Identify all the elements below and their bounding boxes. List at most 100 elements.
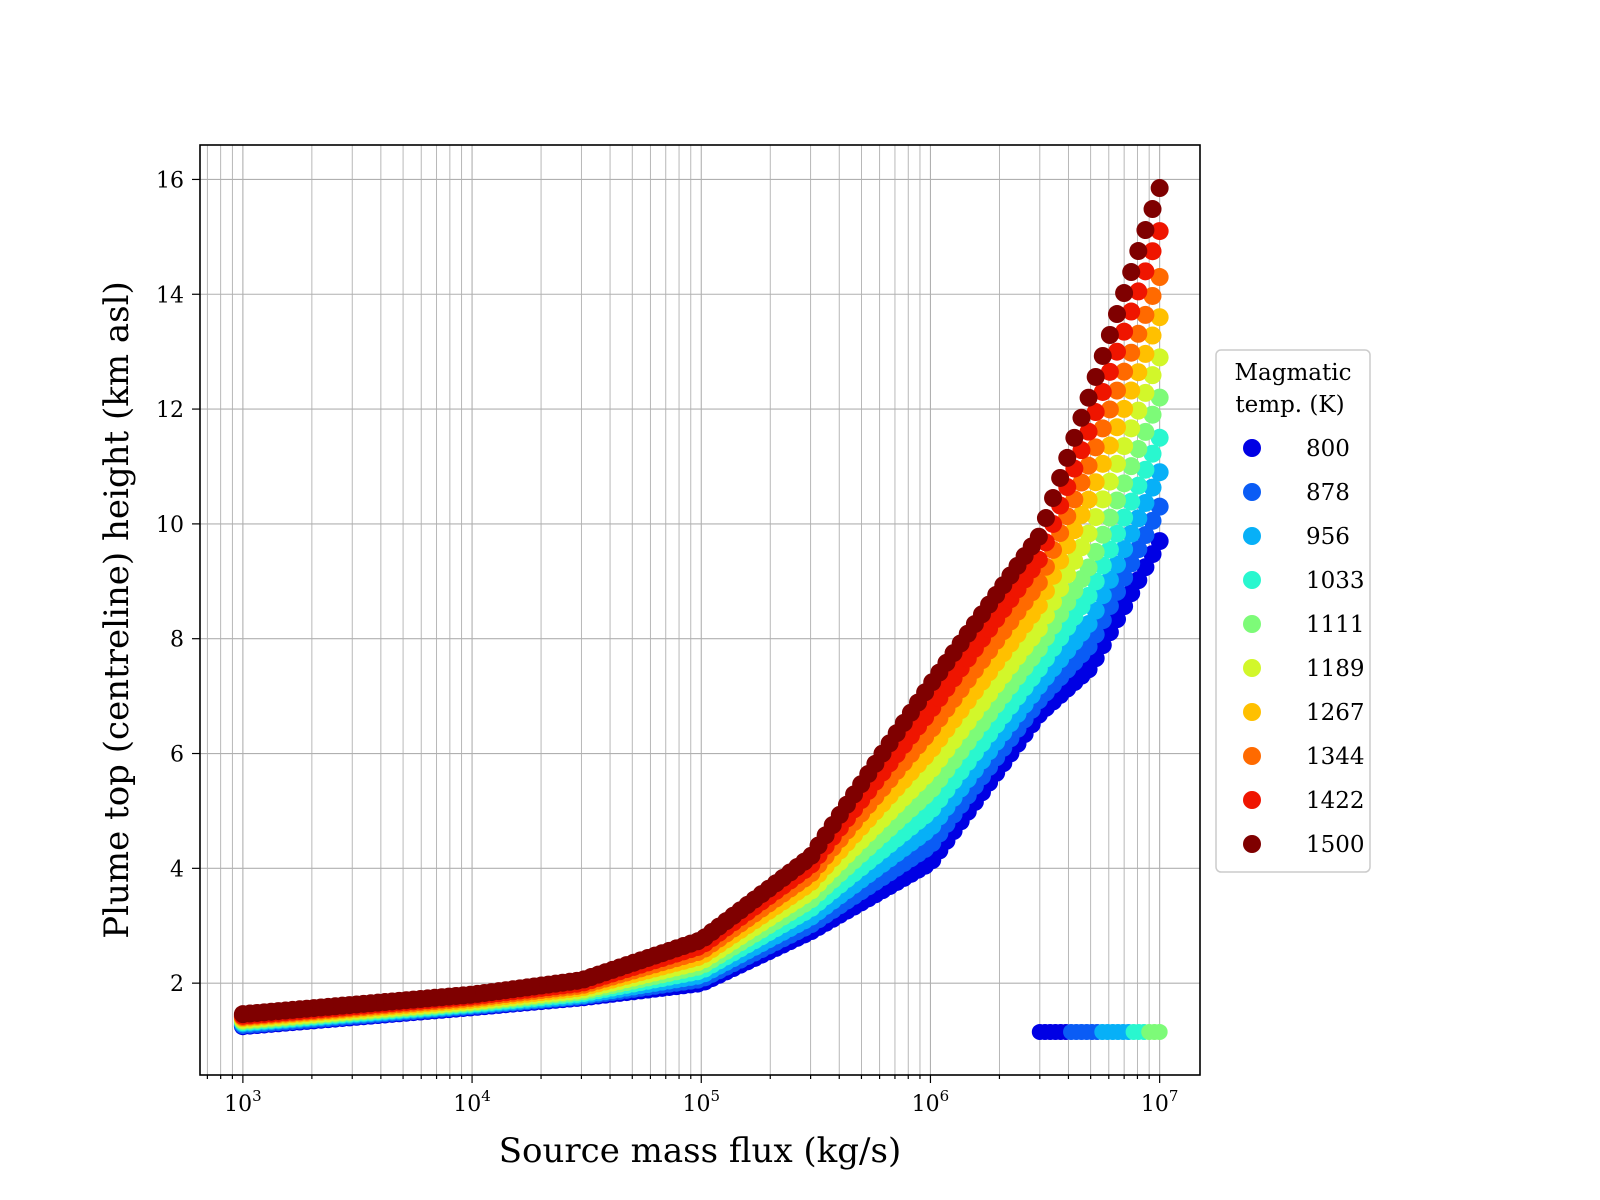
legend-title-line1: Magmatic xyxy=(1235,360,1352,386)
data-point xyxy=(1100,400,1119,419)
data-point xyxy=(1079,388,1098,407)
y-tick-label: 10 xyxy=(156,513,184,538)
data-point xyxy=(1108,305,1127,324)
legend-label: 1500 xyxy=(1306,832,1365,858)
data-point xyxy=(1122,419,1141,438)
data-point xyxy=(1136,422,1155,441)
data-point xyxy=(1079,524,1098,543)
data-point xyxy=(1086,473,1105,492)
data-point xyxy=(1058,448,1077,467)
data-point xyxy=(1150,388,1169,407)
legend: Magmatic temp. (K) 800 878 956 1033 1111 1189… xyxy=(1215,349,1371,873)
data-point xyxy=(1108,555,1127,574)
data-point xyxy=(1108,491,1127,510)
data-point xyxy=(1150,348,1169,367)
data-point xyxy=(1072,505,1091,524)
legend-box xyxy=(1215,349,1371,873)
data-point xyxy=(1129,401,1148,420)
legend-entries: 800 878 956 1033 1111 1189 1267 1344 1422 1500 xyxy=(1243,436,1365,858)
scatter-points xyxy=(233,179,1169,1040)
data-point xyxy=(1086,367,1105,386)
data-point xyxy=(1122,343,1141,362)
data-point xyxy=(1122,381,1141,400)
x-tick-label: 107 xyxy=(1141,1087,1179,1117)
data-point xyxy=(1044,489,1063,508)
legend-label: 1344 xyxy=(1306,744,1365,770)
data-point xyxy=(1115,437,1134,456)
data-point xyxy=(1143,326,1162,345)
data-point xyxy=(1143,286,1162,305)
legend-label: 800 xyxy=(1306,436,1350,462)
data-point xyxy=(1150,179,1169,198)
data-point xyxy=(1093,586,1112,605)
series-1500 xyxy=(233,179,1169,1024)
data-point xyxy=(1079,586,1098,605)
legend-marker xyxy=(1243,659,1261,677)
data-point xyxy=(1136,305,1155,324)
data-point xyxy=(1108,524,1127,543)
data-point xyxy=(1029,550,1048,569)
data-point xyxy=(1122,492,1141,511)
legend-label: 1189 xyxy=(1306,656,1365,682)
data-point xyxy=(1150,497,1169,516)
data-point xyxy=(1093,454,1112,473)
data-point xyxy=(1136,493,1155,512)
data-point xyxy=(1093,419,1112,438)
data-point xyxy=(1100,436,1119,455)
data-point xyxy=(1129,363,1148,382)
data-point xyxy=(1029,596,1048,615)
legend-marker xyxy=(1243,483,1261,501)
legend-title-line2: temp. (K) xyxy=(1235,392,1344,418)
legend-marker xyxy=(1243,747,1261,765)
data-point xyxy=(1079,490,1098,509)
legend-marker xyxy=(1243,615,1261,633)
legend-marker xyxy=(1243,835,1261,853)
data-point xyxy=(1086,403,1105,422)
data-point xyxy=(1079,456,1098,475)
data-point xyxy=(1065,551,1084,570)
data-point xyxy=(1079,615,1098,634)
y-tick-label: 12 xyxy=(156,398,184,423)
data-point xyxy=(1093,490,1112,509)
data-point xyxy=(1150,268,1169,287)
x-tick-label: 105 xyxy=(682,1087,720,1117)
data-point xyxy=(1150,308,1169,327)
legend-marker xyxy=(1243,439,1261,457)
data-point xyxy=(1115,399,1134,418)
x-tick-label: 106 xyxy=(912,1087,950,1117)
data-point xyxy=(1079,558,1098,577)
legend-label: 1033 xyxy=(1306,568,1365,594)
data-point xyxy=(1058,565,1077,584)
data-point xyxy=(1079,422,1098,441)
data-point xyxy=(1136,344,1155,363)
data-point xyxy=(1100,508,1119,527)
plot-frame xyxy=(199,144,1201,1076)
data-point xyxy=(1108,418,1127,437)
data-point xyxy=(1143,511,1162,530)
data-point xyxy=(1129,242,1148,261)
data-point xyxy=(1100,326,1119,345)
legend-label: 878 xyxy=(1306,480,1350,506)
data-point xyxy=(1143,444,1162,463)
data-point xyxy=(1115,284,1134,303)
data-point xyxy=(1122,457,1141,476)
legend-marker xyxy=(1243,703,1261,721)
legend-label: 1111 xyxy=(1306,612,1365,638)
data-point xyxy=(1129,282,1148,301)
data-point xyxy=(1136,526,1155,545)
data-point xyxy=(1129,540,1148,559)
y-tick-label: 8 xyxy=(170,628,184,653)
data-point xyxy=(1108,342,1127,361)
data-point xyxy=(1129,440,1148,459)
y-tick-label: 16 xyxy=(156,168,184,193)
data-point xyxy=(1136,383,1155,402)
data-point xyxy=(1115,540,1134,559)
legend-marker xyxy=(1243,571,1261,589)
axis-ticks: 2 4 6 8 10 12 14 16 103 104 105 106 107 xyxy=(156,168,1178,1117)
data-point xyxy=(1122,302,1141,321)
data-point xyxy=(1143,405,1162,424)
data-point xyxy=(1072,538,1091,557)
data-point xyxy=(1129,476,1148,495)
x-tick-label: 104 xyxy=(453,1087,491,1117)
